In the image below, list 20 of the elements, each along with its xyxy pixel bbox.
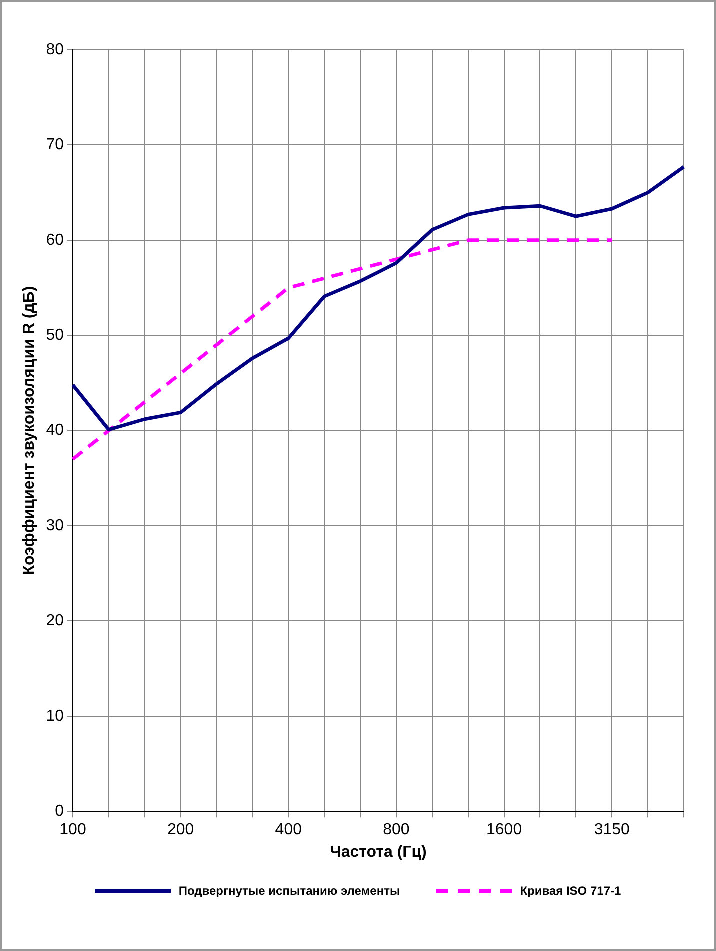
- line-series: [71, 238, 614, 462]
- y-tick-label: 0: [55, 803, 64, 820]
- y-tick-label: 80: [46, 41, 64, 58]
- x-tick-label: 3150: [594, 822, 630, 839]
- y-tick-label: 10: [46, 708, 64, 725]
- y-tick-label: 40: [46, 422, 64, 440]
- x-tick-label: 800: [383, 822, 410, 839]
- y-tick-label: 60: [46, 232, 64, 249]
- y-tick-label: 70: [46, 136, 64, 154]
- y-tick-label: 50: [46, 327, 64, 344]
- x-tick-label: 1600: [486, 822, 522, 839]
- x-tick-label: 400: [275, 822, 302, 839]
- x-tick-label: 200: [167, 822, 194, 839]
- legend-label: Кривая ISO 717-1: [520, 884, 622, 898]
- x-axis-title: Частота (Гц): [330, 844, 427, 861]
- x-tick-label: 100: [60, 822, 86, 839]
- y-tick-label: 20: [46, 612, 64, 630]
- legend-label: Подвергнутые испытанию элементы: [178, 884, 400, 898]
- y-tick-label: 30: [46, 517, 64, 534]
- y-axis-title: Коэффициент звукоизоляции R (дБ): [21, 286, 38, 576]
